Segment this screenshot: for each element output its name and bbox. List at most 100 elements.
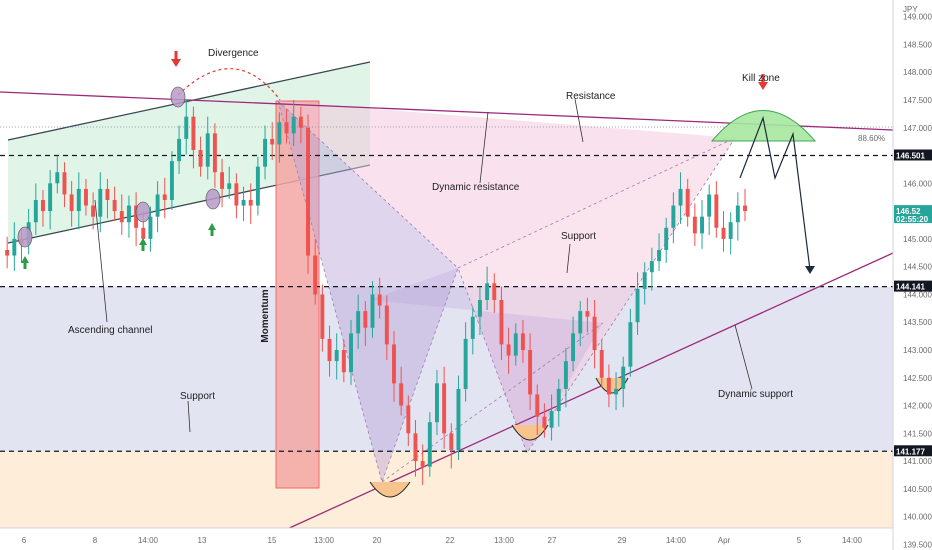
candle-body — [341, 350, 346, 373]
candle-body — [692, 216, 697, 234]
candle-body — [148, 216, 153, 239]
candle-body — [12, 238, 17, 256]
candle-body — [363, 311, 368, 328]
candle-body — [621, 366, 626, 389]
candle-body — [492, 283, 497, 300]
candle-body — [399, 383, 404, 406]
candle-body — [191, 116, 196, 150]
green-arrow-stem-1 — [141, 245, 145, 251]
candle-body — [141, 227, 146, 239]
y-tick-label: 144.500 — [903, 263, 932, 272]
candle-body — [298, 116, 303, 128]
candle-body — [657, 250, 662, 262]
x-tick-label: 13:00 — [314, 536, 335, 545]
y-tick-label: 148.500 — [903, 40, 932, 49]
candle-body — [678, 188, 683, 206]
annotation-label-2: Kill zone — [742, 73, 780, 84]
candle-body — [585, 311, 590, 317]
candle-body — [5, 250, 10, 256]
annotation-pointer-5 — [734, 324, 753, 390]
x-tick-label: 20 — [373, 536, 382, 545]
annotation-momentum: Momentum — [260, 289, 271, 342]
y-tick-label: 147.000 — [903, 124, 932, 133]
price-badge-label-2: 144.141 — [896, 283, 925, 292]
candle-body — [155, 194, 160, 217]
y-tick-label: 139.500 — [903, 540, 932, 549]
y-tick-label: 149.000 — [903, 13, 932, 22]
y-tick-label: 141.000 — [903, 457, 932, 466]
candle-body — [255, 166, 260, 206]
red-arrow-stem-1 — [761, 74, 765, 82]
candle-body — [542, 416, 547, 428]
candle-body — [606, 377, 611, 395]
projection-arrowhead — [805, 266, 815, 274]
candle-body — [126, 205, 131, 223]
candle-body — [277, 122, 282, 145]
candle-body — [485, 283, 490, 300]
countdown-label: 02:55:20 — [896, 215, 929, 224]
green-arrow-head-1 — [139, 238, 147, 245]
candle-body — [735, 205, 740, 223]
pattern-triangle-xbd — [278, 101, 735, 268]
bottom-arc-1 — [511, 424, 549, 441]
candle-body — [169, 161, 174, 200]
y-tick-label: 147.500 — [903, 96, 932, 105]
candle-body — [664, 227, 669, 250]
candle-body — [48, 183, 53, 212]
red-arrow-head-1 — [758, 82, 768, 90]
candle-body — [442, 383, 447, 434]
candle-body — [649, 261, 654, 273]
y-tick-label: 140.000 — [903, 513, 932, 522]
y-tick-label: 142.500 — [903, 374, 932, 383]
candle-body — [334, 350, 339, 362]
candle-body — [635, 288, 640, 323]
candle-body — [384, 305, 389, 345]
candle-body — [134, 205, 139, 228]
candle-body — [184, 116, 189, 139]
candle-body — [563, 361, 568, 389]
candle-body — [435, 383, 439, 423]
candle-body — [98, 188, 103, 217]
candle-body — [349, 333, 353, 373]
annotation-label-4: Support — [561, 231, 596, 242]
annotation-label-5: Ascending channel — [68, 325, 153, 336]
candle-body — [162, 194, 167, 200]
candle-body — [33, 200, 38, 223]
currency-label: JPY — [903, 5, 918, 14]
x-tick-label: 27 — [548, 536, 557, 545]
y-tick-label: 148.000 — [903, 68, 932, 77]
candle-body — [119, 211, 124, 223]
candle-body — [614, 388, 619, 395]
annotation-pointer-0 — [479, 111, 489, 184]
x-tick-label: 14:00 — [138, 536, 159, 545]
candle-body — [556, 388, 561, 412]
price-badge-1 — [894, 205, 932, 224]
candle-body — [535, 394, 540, 417]
divergence-arc — [177, 68, 281, 101]
projection-path — [739, 115, 811, 271]
candle-body — [327, 338, 332, 362]
pivot-marker-1 — [135, 201, 151, 223]
price-badge-2 — [894, 280, 932, 292]
candle-body — [714, 194, 719, 228]
candle-body — [234, 183, 239, 206]
candle-body — [599, 350, 604, 378]
candle-body — [62, 172, 67, 195]
candle-body — [506, 344, 511, 356]
x-tick-label: Apr — [718, 536, 731, 545]
candle-body — [700, 216, 704, 234]
candle-body — [721, 227, 726, 239]
y-tick-label: 143.500 — [903, 318, 932, 327]
x-tick-label: 14:00 — [842, 536, 863, 545]
candle-body — [520, 333, 525, 350]
candle-body — [370, 294, 375, 328]
candle-body — [248, 200, 253, 206]
y-tick-label: 141.500 — [903, 429, 932, 438]
kill-zone-arc — [710, 110, 817, 142]
annotation-label-3: Dynamic resistance — [432, 182, 520, 193]
annotation-label-0: Divergence — [208, 48, 259, 59]
candle-body — [284, 122, 289, 134]
y-tick-label: 145.000 — [903, 235, 932, 244]
support-zone — [0, 286, 893, 452]
